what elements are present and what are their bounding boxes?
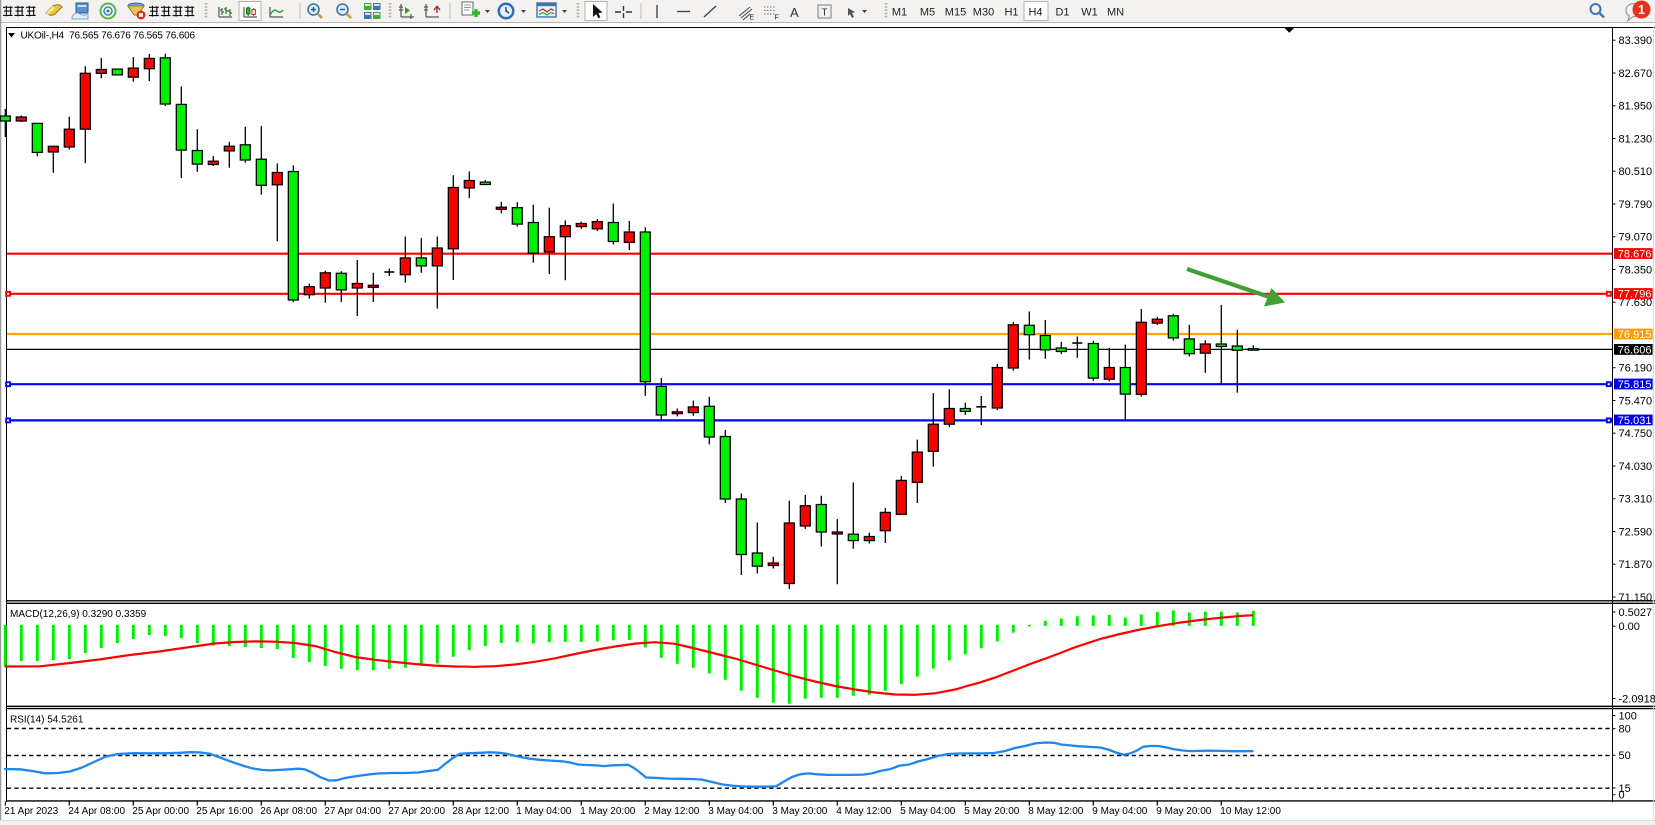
svg-text:50: 50 xyxy=(1619,750,1631,762)
svg-text:25 Apr 16:00: 25 Apr 16:00 xyxy=(196,806,253,817)
svg-text:E: E xyxy=(750,15,755,22)
svg-text:79.070: 79.070 xyxy=(1619,232,1653,244)
svg-text:M5: M5 xyxy=(920,7,935,19)
svg-text:A: A xyxy=(790,5,799,20)
svg-text:75.815: 75.815 xyxy=(1618,379,1652,391)
svg-text:MACD(12,26,9) 0.3290 0.3359: MACD(12,26,9) 0.3290 0.3359 xyxy=(10,609,147,620)
svg-text:0: 0 xyxy=(1619,790,1625,802)
svg-text:100: 100 xyxy=(1619,710,1637,722)
svg-text:71.150: 71.150 xyxy=(1619,592,1653,604)
svg-text:75.031: 75.031 xyxy=(1618,415,1652,427)
svg-text:1 May 20:00: 1 May 20:00 xyxy=(580,806,635,817)
svg-text:W1: W1 xyxy=(1081,7,1098,19)
svg-text:76.190: 76.190 xyxy=(1619,363,1653,375)
svg-text:74.030: 74.030 xyxy=(1619,461,1653,473)
svg-text:T: T xyxy=(822,8,828,19)
svg-text:3 May 20:00: 3 May 20:00 xyxy=(772,806,827,817)
svg-text:4 May 12:00: 4 May 12:00 xyxy=(836,806,891,817)
svg-text:3 May 04:00: 3 May 04:00 xyxy=(708,806,763,817)
svg-text:15: 15 xyxy=(1619,783,1631,795)
svg-text:21 Apr 2023: 21 Apr 2023 xyxy=(4,806,58,817)
svg-text:M15: M15 xyxy=(945,7,966,19)
svg-text:25 Apr 00:00: 25 Apr 00:00 xyxy=(132,806,189,817)
svg-text:72.590: 72.590 xyxy=(1619,526,1653,538)
svg-text:0.5027: 0.5027 xyxy=(1619,607,1653,619)
svg-text:77.796: 77.796 xyxy=(1618,288,1652,300)
svg-text:28 Apr 12:00: 28 Apr 12:00 xyxy=(452,806,509,817)
svg-text:1 May 04:00: 1 May 04:00 xyxy=(516,806,571,817)
svg-text:RSI(14) 54.5261: RSI(14) 54.5261 xyxy=(10,715,84,726)
svg-text:81.230: 81.230 xyxy=(1619,133,1653,145)
svg-text:10 May 12:00: 10 May 12:00 xyxy=(1220,806,1281,817)
svg-text:M30: M30 xyxy=(973,7,994,19)
svg-text:MN: MN xyxy=(1107,7,1124,19)
svg-text:9 May 20:00: 9 May 20:00 xyxy=(1156,806,1211,817)
svg-text:8 May 12:00: 8 May 12:00 xyxy=(1028,806,1083,817)
svg-text:F: F xyxy=(775,15,779,22)
svg-text:75.470: 75.470 xyxy=(1619,395,1653,407)
svg-text:0.00: 0.00 xyxy=(1619,621,1640,633)
svg-text:79.790: 79.790 xyxy=(1619,199,1653,211)
svg-text:74.750: 74.750 xyxy=(1619,428,1653,440)
svg-text:77.630: 77.630 xyxy=(1619,297,1653,309)
svg-text:5 May 20:00: 5 May 20:00 xyxy=(964,806,1019,817)
svg-text:73.310: 73.310 xyxy=(1619,494,1653,506)
svg-text:5 May 04:00: 5 May 04:00 xyxy=(900,806,955,817)
svg-text:1: 1 xyxy=(1638,3,1645,17)
svg-text:-2.0918: -2.0918 xyxy=(1619,693,1655,705)
svg-text:83.390: 83.390 xyxy=(1619,35,1653,47)
svg-text:80: 80 xyxy=(1619,724,1631,736)
svg-text:27 Apr 20:00: 27 Apr 20:00 xyxy=(388,806,445,817)
svg-text:82.670: 82.670 xyxy=(1619,68,1653,80)
svg-text:81.950: 81.950 xyxy=(1619,101,1653,113)
svg-text:H4: H4 xyxy=(1028,7,1042,19)
svg-text:D1: D1 xyxy=(1055,7,1069,19)
svg-text:2 May 12:00: 2 May 12:00 xyxy=(644,806,699,817)
svg-text:76.915: 76.915 xyxy=(1618,329,1652,341)
svg-text:9 May 04:00: 9 May 04:00 xyxy=(1092,806,1147,817)
svg-text:71.870: 71.870 xyxy=(1619,559,1653,571)
svg-text:26 Apr 08:00: 26 Apr 08:00 xyxy=(260,806,317,817)
svg-text:80.510: 80.510 xyxy=(1619,166,1653,178)
svg-text:78.676: 78.676 xyxy=(1618,248,1652,260)
svg-text:78.350: 78.350 xyxy=(1619,264,1653,276)
svg-text:24 Apr 08:00: 24 Apr 08:00 xyxy=(68,806,125,817)
svg-text:H1: H1 xyxy=(1004,7,1018,19)
svg-text:UKOil-,H4 76.565 76.676 76.56: UKOil-,H4 76.565 76.676 76.565 76.606 xyxy=(21,30,196,41)
svg-text:27 Apr 04:00: 27 Apr 04:00 xyxy=(324,806,381,817)
svg-text:76.606: 76.606 xyxy=(1618,344,1652,356)
svg-text:M1: M1 xyxy=(892,7,907,19)
